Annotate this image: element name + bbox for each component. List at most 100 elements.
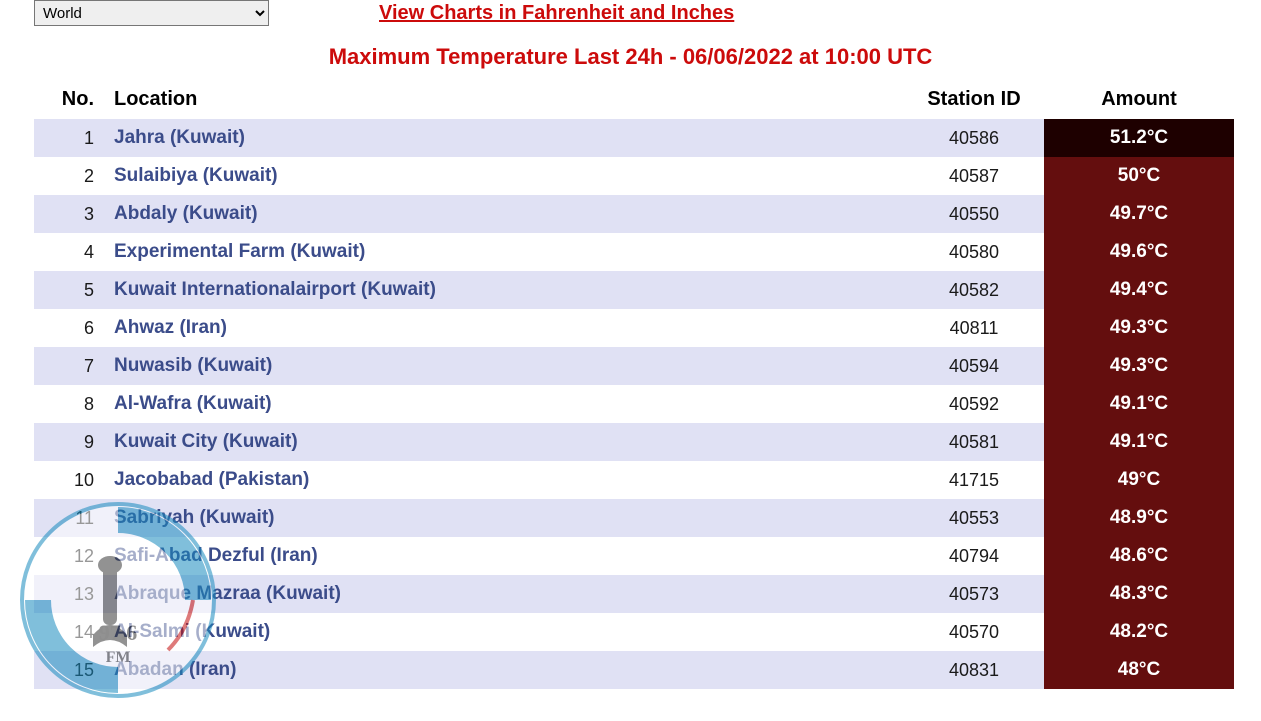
location-link[interactable]: Sulaibiya (Kuwait) [114,165,278,186]
cell-no: 1 [34,119,104,157]
location-link[interactable]: Abraque Mazraa (Kuwait) [114,583,341,604]
cell-station-id: 40573 [904,575,1044,613]
table-row: 3 Abdaly (Kuwait) 4055049.7°C [34,195,1234,233]
cell-amount: 48.6°C [1044,537,1234,575]
cell-station-id: 40592 [904,385,1044,423]
cell-location: Safi-Abad Dezful (Iran) [104,537,904,575]
table-row: 5 Kuwait Internationalairport (Kuwait) 405… [34,271,1234,309]
table-row: 4 Experimental Farm (Kuwait) 4058049.6°C [34,233,1234,271]
cell-station-id: 40587 [904,157,1044,195]
cell-amount: 49.3°C [1044,309,1234,347]
table-row: 12 Safi-Abad Dezful (Iran) 4079448.6°C [34,537,1234,575]
cell-location: Sabriyah (Kuwait) [104,499,904,537]
cell-amount: 49.1°C [1044,385,1234,423]
location-link[interactable]: Abdaly (Kuwait) [114,203,258,224]
cell-location: Jacobabad (Pakistan) [104,461,904,499]
cell-station-id: 40794 [904,537,1044,575]
col-header-station: Station ID [904,80,1044,119]
cell-no: 12 [34,537,104,575]
cell-no: 9 [34,423,104,461]
cell-station-id: 40580 [904,233,1044,271]
location-link[interactable]: Kuwait Internationalairport (Kuwait) [114,279,436,300]
cell-amount: 48.2°C [1044,613,1234,651]
cell-no: 11 [34,499,104,537]
location-link[interactable]: Al-Salmi (Kuwait) [114,621,270,642]
cell-location: Experimental Farm (Kuwait) [104,233,904,271]
table-body: 1 Jahra (Kuwait) 4058651.2°C 2 Sulaibiya (Ku… [34,119,1234,689]
cell-no: 5 [34,271,104,309]
table-row: 15 Abadan (Iran) 4083148°C [34,651,1234,689]
col-header-location: Location [104,80,904,119]
cell-amount: 48°C [1044,651,1234,689]
page-title: Maximum Temperature Last 24h - 06/06/202… [0,44,1261,70]
cell-no: 7 [34,347,104,385]
cell-station-id: 40550 [904,195,1044,233]
cell-location: Ahwaz (Iran) [104,309,904,347]
cell-no: 15 [34,651,104,689]
table-row: 14 Al-Salmi (Kuwait) 4057048.2°C [34,613,1234,651]
table-header-row: No. Location Station ID Amount [34,80,1234,119]
location-link[interactable]: Sabriyah (Kuwait) [114,507,274,528]
table-row: 2 Sulaibiya (Kuwait) 4058750°C [34,157,1234,195]
cell-no: 3 [34,195,104,233]
cell-amount: 49.7°C [1044,195,1234,233]
cell-location: Abadan (Iran) [104,651,904,689]
cell-amount: 49.6°C [1044,233,1234,271]
cell-station-id: 40586 [904,119,1044,157]
cell-location: Sulaibiya (Kuwait) [104,157,904,195]
cell-station-id: 41715 [904,461,1044,499]
cell-station-id: 40582 [904,271,1044,309]
cell-station-id: 40831 [904,651,1044,689]
cell-location: Jahra (Kuwait) [104,119,904,157]
location-link[interactable]: Nuwasib (Kuwait) [114,355,272,376]
cell-amount: 49.1°C [1044,423,1234,461]
cell-location: Kuwait City (Kuwait) [104,423,904,461]
location-link[interactable]: Abadan (Iran) [114,659,236,680]
cell-location: Nuwasib (Kuwait) [104,347,904,385]
location-link[interactable]: Kuwait City (Kuwait) [114,431,298,452]
cell-no: 6 [34,309,104,347]
location-link[interactable]: Experimental Farm (Kuwait) [114,241,365,262]
cell-station-id: 40553 [904,499,1044,537]
cell-amount: 48.3°C [1044,575,1234,613]
cell-station-id: 40570 [904,613,1044,651]
table-row: 9 Kuwait City (Kuwait) 4058149.1°C [34,423,1234,461]
cell-amount: 49.4°C [1044,271,1234,309]
cell-location: Abraque Mazraa (Kuwait) [104,575,904,613]
cell-station-id: 40594 [904,347,1044,385]
cell-amount: 49.3°C [1044,347,1234,385]
table-row: 13 Abraque Mazraa (Kuwait) 4057348.3°C [34,575,1234,613]
cell-no: 10 [34,461,104,499]
fahrenheit-link[interactable]: View Charts in Fahrenheit and Inches [379,2,734,25]
location-link[interactable]: Al-Wafra (Kuwait) [114,393,272,414]
location-link[interactable]: Jacobabad (Pakistan) [114,469,309,490]
location-link[interactable]: Jahra (Kuwait) [114,127,245,148]
table-row: 7 Nuwasib (Kuwait) 4059449.3°C [34,347,1234,385]
cell-amount: 50°C [1044,157,1234,195]
cell-station-id: 40581 [904,423,1044,461]
table-row: 8 Al-Wafra (Kuwait) 4059249.1°C [34,385,1234,423]
location-link[interactable]: Ahwaz (Iran) [114,317,227,338]
cell-location: Abdaly (Kuwait) [104,195,904,233]
table-row: 11 Sabriyah (Kuwait) 4055348.9°C [34,499,1234,537]
col-header-no: No. [34,80,104,119]
cell-station-id: 40811 [904,309,1044,347]
cell-no: 13 [34,575,104,613]
region-select[interactable]: World [34,0,269,26]
temperature-table: No. Location Station ID Amount 1 Jahra (K… [34,80,1234,689]
cell-location: Al-Salmi (Kuwait) [104,613,904,651]
cell-location: Al-Wafra (Kuwait) [104,385,904,423]
cell-no: 14 [34,613,104,651]
cell-amount: 51.2°C [1044,119,1234,157]
cell-amount: 49°C [1044,461,1234,499]
col-header-amount: Amount [1044,80,1234,119]
table-row: 10 Jacobabad (Pakistan) 4171549°C [34,461,1234,499]
cell-location: Kuwait Internationalairport (Kuwait) [104,271,904,309]
table-row: 1 Jahra (Kuwait) 4058651.2°C [34,119,1234,157]
table-row: 6 Ahwaz (Iran) 4081149.3°C [34,309,1234,347]
cell-no: 8 [34,385,104,423]
location-link[interactable]: Safi-Abad Dezful (Iran) [114,545,318,566]
cell-no: 4 [34,233,104,271]
cell-no: 2 [34,157,104,195]
cell-amount: 48.9°C [1044,499,1234,537]
